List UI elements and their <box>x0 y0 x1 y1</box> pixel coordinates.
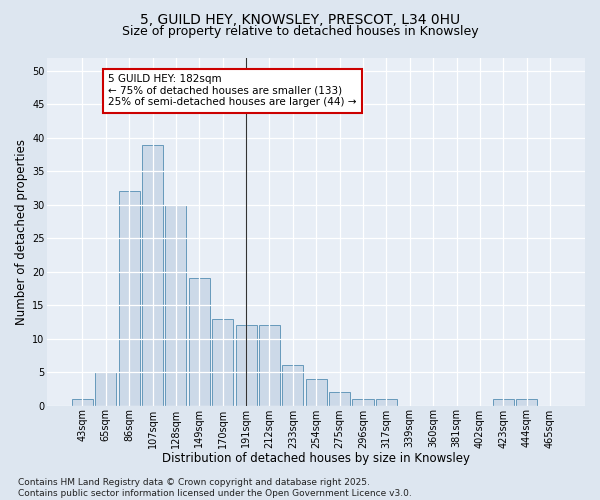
Bar <box>119 192 140 406</box>
Bar <box>376 399 397 406</box>
Bar <box>236 325 257 406</box>
Bar <box>259 325 280 406</box>
Y-axis label: Number of detached properties: Number of detached properties <box>15 138 28 324</box>
Bar <box>212 318 233 406</box>
Bar <box>516 399 537 406</box>
Bar <box>142 144 163 406</box>
X-axis label: Distribution of detached houses by size in Knowsley: Distribution of detached houses by size … <box>162 452 470 465</box>
Bar <box>352 399 374 406</box>
Bar <box>493 399 514 406</box>
Text: 5, GUILD HEY, KNOWSLEY, PRESCOT, L34 0HU: 5, GUILD HEY, KNOWSLEY, PRESCOT, L34 0HU <box>140 12 460 26</box>
Text: Contains HM Land Registry data © Crown copyright and database right 2025.
Contai: Contains HM Land Registry data © Crown c… <box>18 478 412 498</box>
Text: 5 GUILD HEY: 182sqm
← 75% of detached houses are smaller (133)
25% of semi-detac: 5 GUILD HEY: 182sqm ← 75% of detached ho… <box>108 74 356 108</box>
Bar <box>189 278 210 406</box>
Bar <box>72 399 93 406</box>
Text: Size of property relative to detached houses in Knowsley: Size of property relative to detached ho… <box>122 25 478 38</box>
Bar <box>283 366 304 406</box>
Bar <box>166 205 187 406</box>
Bar <box>306 379 327 406</box>
Bar <box>95 372 116 406</box>
Bar <box>329 392 350 406</box>
